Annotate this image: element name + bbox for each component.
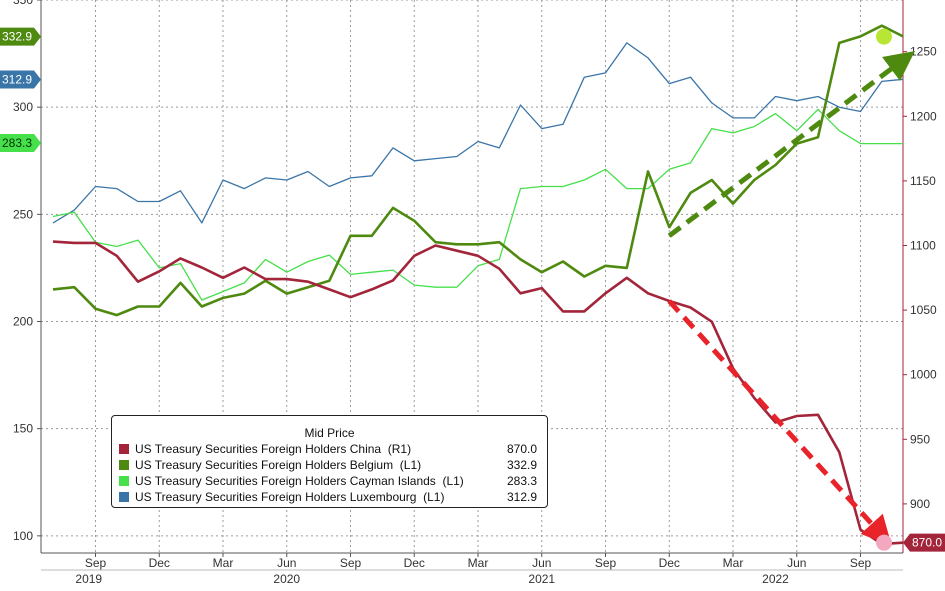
y-right-tick-label: 1150	[910, 174, 936, 188]
y-left-tick-label: 200	[13, 315, 33, 329]
y-right-tick-label: 1100	[910, 238, 936, 252]
x-tick-label: Mar	[213, 556, 234, 570]
legend-entry-belgium: US Treasury Securities Foreign Holders B…	[112, 457, 547, 473]
end-marker-china	[876, 534, 892, 551]
end-marker-belgium	[876, 28, 892, 45]
legend-entry-luxembourg: US Treasury Securities Foreign Holders L…	[112, 489, 547, 505]
trend-arrow-up	[667, 51, 915, 238]
axes: 100 150 200 250 300 350 900 950 1000 1050 1100 1150…	[13, 0, 937, 586]
series-line-luxembourg	[52, 42, 904, 224]
legend-value-china: 870.0	[506, 442, 537, 456]
tag-china-text: 870.0	[912, 536, 942, 550]
legend-swatch-luxembourg	[119, 492, 129, 502]
tag-luxembourg-bg	[0, 70, 41, 89]
legend-label-cayman: US Treasury Securities Foreign Holders C…	[135, 474, 464, 488]
y-right-tick-label: 1250	[910, 45, 937, 59]
x-tick-label: Sep	[850, 556, 872, 570]
x-year-label: 2020	[273, 572, 300, 586]
tag-china-bg	[903, 533, 945, 552]
legend-entry-china: US Treasury Securities Foreign Holders C…	[112, 441, 547, 457]
y-right-tick-label: 1200	[910, 109, 937, 123]
legend-value-cayman: 283.3	[506, 474, 537, 488]
y-left-tick-label: 250	[13, 207, 33, 221]
legend-label-china: US Treasury Securities Foreign Holders C…	[135, 442, 412, 456]
x-tick-label: Dec	[404, 556, 425, 570]
x-tick-label: Sep	[595, 556, 617, 570]
legend-entry-cayman: US Treasury Securities Foreign Holders C…	[112, 473, 547, 489]
x-tick-label: Sep	[85, 556, 107, 570]
x-tick-label: Dec	[659, 556, 680, 570]
y-left-tick-label: 300	[13, 100, 33, 114]
x-tick-label: Dec	[149, 556, 170, 570]
tag-luxembourg-text: 312.9	[2, 73, 32, 87]
series-line-china	[52, 240, 904, 546]
x-year-label: 2021	[528, 572, 555, 586]
y-right-tick-label: 1000	[910, 368, 937, 382]
y-right-tick-label: 1050	[910, 303, 937, 317]
annotations	[667, 28, 915, 551]
legend-swatch-belgium	[119, 460, 129, 470]
legend-swatch-china	[119, 444, 129, 454]
x-tick-label: Jun	[787, 556, 806, 570]
x-tick-label: Sep	[340, 556, 362, 570]
x-year-label: 2022	[762, 572, 789, 586]
y-left-tick-label: 150	[13, 422, 33, 436]
y-left-tick-label: 100	[13, 529, 33, 543]
tag-belgium-bg	[0, 27, 41, 46]
legend-swatch-cayman	[119, 476, 129, 486]
legend-label-luxembourg: US Treasury Securities Foreign Holders L…	[135, 490, 445, 504]
x-tick-label: Jun	[277, 556, 296, 570]
legend-value-luxembourg: 312.9	[506, 490, 537, 504]
tag-belgium-text: 332.9	[2, 30, 32, 44]
series-lines	[52, 24, 904, 546]
y-right-tick-label: 900	[910, 497, 930, 511]
tag-cayman-text: 283.3	[2, 136, 32, 150]
legend-label-belgium: US Treasury Securities Foreign Holders B…	[135, 458, 422, 472]
y-right-tick-label: 950	[910, 432, 930, 446]
legend-title: Mid Price	[304, 426, 355, 440]
x-year-label: 2019	[75, 572, 102, 586]
series-line-cayman	[52, 108, 903, 301]
x-tick-label: Mar	[723, 556, 744, 570]
tag-cayman-bg	[0, 133, 41, 152]
series-line-belgium	[52, 24, 904, 317]
value-tags: 332.9 312.9 283.3 870.0	[0, 27, 945, 552]
legend: Mid Price US Treasury Securities Foreign…	[111, 415, 548, 508]
legend-value-belgium: 332.9	[506, 458, 537, 472]
x-tick-label: Mar	[468, 556, 489, 570]
trend-arrow-down	[667, 299, 892, 547]
y-left-tick-label: 350	[13, 0, 33, 7]
x-tick-label: Jun	[532, 556, 551, 570]
